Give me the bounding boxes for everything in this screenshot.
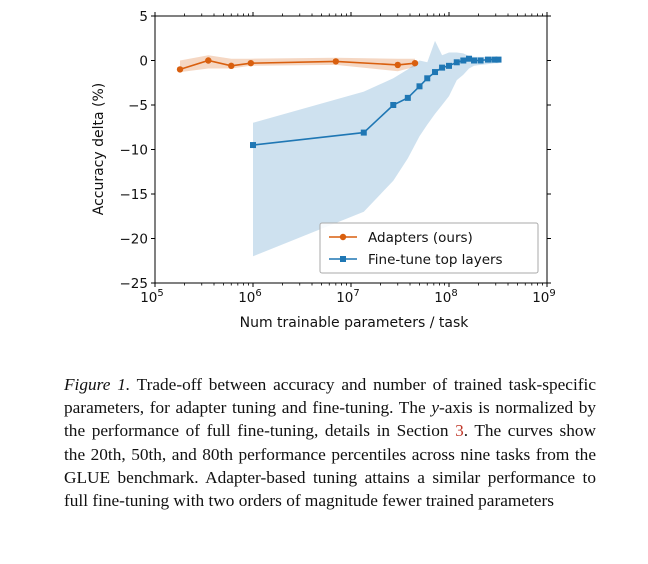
caption-label: Figure 1. bbox=[64, 375, 131, 394]
caption-axis: y bbox=[431, 398, 439, 418]
point-fine-tune bbox=[477, 57, 484, 64]
y-tick-label: −5 bbox=[128, 98, 148, 114]
point-adapters bbox=[411, 59, 419, 67]
section-ref-link[interactable]: 3 bbox=[455, 421, 464, 441]
point-adapters bbox=[205, 57, 212, 64]
confidence-bands bbox=[180, 40, 499, 257]
x-tick-label: 109 bbox=[532, 288, 556, 306]
point-fine-tune bbox=[360, 129, 367, 136]
point-adapters bbox=[176, 66, 184, 73]
caption-text-2: -axis is normalized by the performance o… bbox=[64, 398, 597, 441]
x-tick-label: 108 bbox=[434, 288, 458, 306]
legend-label-adapters: Adapters (ours) bbox=[368, 230, 473, 246]
point-adapters bbox=[332, 58, 340, 65]
x-tick-label: 105 bbox=[140, 288, 164, 306]
point-fine-tune bbox=[495, 56, 502, 63]
point-fine-tune bbox=[453, 59, 460, 66]
y-tick-label: 0 bbox=[139, 54, 148, 70]
y-tick-label: −25 bbox=[120, 276, 149, 292]
point-fine-tune bbox=[460, 57, 467, 64]
legend-marker-adapters bbox=[339, 233, 347, 241]
x-axis-label: Num trainable parameters / task bbox=[240, 315, 470, 331]
point-fine-tune bbox=[390, 102, 397, 108]
point-fine-tune bbox=[446, 62, 452, 69]
legend-box bbox=[319, 222, 539, 274]
series-markers bbox=[176, 55, 502, 149]
point-fine-tune bbox=[484, 56, 491, 63]
legend-label-fine-tune: Fine-tune top layers bbox=[368, 252, 503, 268]
band-fine-tune bbox=[253, 40, 499, 257]
point-fine-tune bbox=[416, 83, 423, 90]
caption-text-1: Trade-off between accuracy and number of… bbox=[64, 375, 596, 418]
point-fine-tune bbox=[424, 75, 431, 82]
point-adapters bbox=[394, 61, 401, 69]
point-adapters bbox=[247, 59, 255, 67]
point-fine-tune bbox=[491, 56, 498, 63]
legend: Adapters (ours) Fine-tune top layers bbox=[319, 222, 539, 274]
point-fine-tune bbox=[466, 55, 473, 62]
point-fine-tune bbox=[432, 69, 439, 76]
x-tick-label: 107 bbox=[336, 288, 360, 306]
y-tick-label: −20 bbox=[120, 232, 149, 248]
y-tick-label: 5 bbox=[139, 9, 148, 25]
point-adapters bbox=[228, 62, 235, 70]
y-tick-label: −15 bbox=[120, 187, 149, 203]
y-tick-label: −10 bbox=[120, 143, 149, 159]
x-tick-label: 106 bbox=[238, 288, 262, 306]
band-adapters bbox=[180, 55, 415, 73]
y-axis-label: Accuracy delta (%) bbox=[91, 83, 107, 216]
point-fine-tune bbox=[439, 64, 446, 71]
point-fine-tune bbox=[404, 94, 411, 101]
figure-caption: Figure 1. Trade-off between accuracy and… bbox=[64, 373, 596, 512]
legend-marker-fine-tune bbox=[340, 256, 346, 262]
caption-text-3: . The curves show the 20th, 50th, and 80… bbox=[64, 421, 596, 511]
point-fine-tune bbox=[471, 57, 478, 64]
point-fine-tune bbox=[250, 142, 256, 149]
